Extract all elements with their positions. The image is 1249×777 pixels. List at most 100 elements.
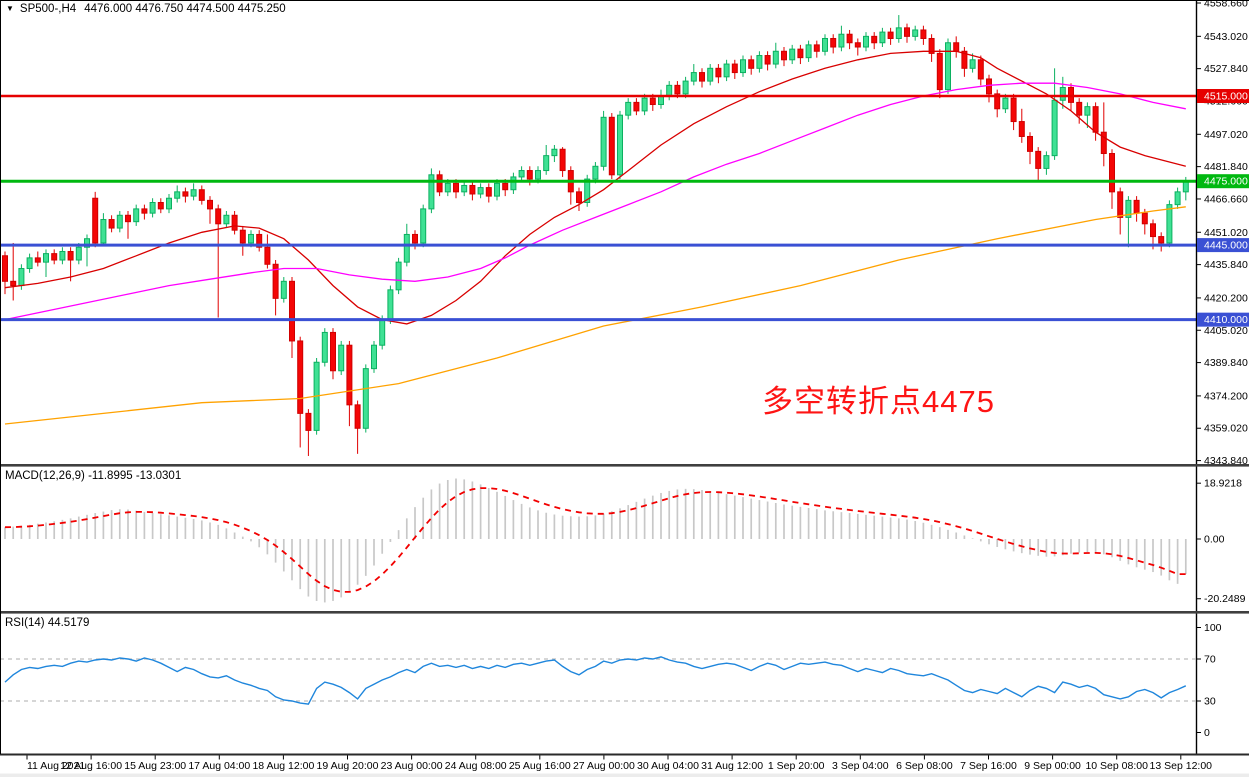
candle-down <box>1027 135 1033 152</box>
fast-ma-line <box>4 50 1186 325</box>
candle-down <box>157 202 164 210</box>
candle-up <box>945 42 951 91</box>
macd-tick-label: -20.2489 <box>1204 593 1246 605</box>
candle-up <box>116 214 123 229</box>
candle-down <box>1133 199 1140 214</box>
candle-up <box>18 268 25 287</box>
candle-down <box>871 35 878 44</box>
candle-down <box>354 404 361 429</box>
price-tick-label: 4527.840 <box>1204 63 1248 75</box>
candle-up <box>551 148 558 157</box>
price-tick-label: 4558.660 <box>1204 0 1248 10</box>
price-tick-label: 4359.020 <box>1204 423 1248 435</box>
time-tick-label: 11 Aug 2021 <box>27 760 85 772</box>
candle-down <box>215 208 222 225</box>
rsi-tick-label: 0 <box>1204 727 1210 739</box>
candle-up <box>600 116 607 167</box>
candle-up <box>895 27 902 39</box>
time-tick-label: 24 Aug 08:00 <box>445 760 507 772</box>
candle-down <box>813 44 820 52</box>
candle-down <box>92 197 99 244</box>
macd-tick-label: 18.9218 <box>1204 478 1242 490</box>
price-tick-label: 4405.020 <box>1204 325 1248 337</box>
price-tick-label: 4435.840 <box>1204 259 1248 271</box>
candle-up <box>863 35 869 48</box>
price-tick-label: 4374.200 <box>1204 390 1248 402</box>
candle-up <box>805 44 812 59</box>
candle-down <box>1141 212 1148 225</box>
price-badge-label: 4410.000 <box>1204 314 1248 326</box>
candle-up <box>100 219 107 244</box>
candle-up <box>223 214 230 225</box>
rsi-line <box>4 656 1187 705</box>
candle-up <box>518 170 525 178</box>
time-tick-label: 1 Sep 20:00 <box>768 760 825 772</box>
bottom-strip <box>0 773 1249 777</box>
time-tick-label: 27 Aug 00:00 <box>573 760 635 772</box>
candle-up <box>420 208 427 244</box>
candle-down <box>330 331 336 372</box>
candle-up <box>379 319 386 346</box>
candle-up <box>789 48 796 61</box>
candle-down <box>239 229 246 244</box>
panel-separator[interactable] <box>0 611 1249 614</box>
candle-up <box>1166 204 1173 244</box>
candle-up <box>174 191 181 199</box>
price-badge-label: 4475.000 <box>1204 176 1248 188</box>
candle-up <box>879 31 886 44</box>
time-tick-label: 13 Sep 12:00 <box>1150 760 1213 772</box>
candle-up <box>740 59 746 74</box>
price-tick-label: 4451.020 <box>1204 227 1248 239</box>
price-badge <box>1197 174 1249 189</box>
candle-down <box>854 42 861 48</box>
candle-down <box>1076 101 1083 116</box>
chart-collapse-icon[interactable]: ▼ <box>6 4 14 13</box>
candle-down <box>731 63 738 74</box>
candle-down <box>1100 131 1107 155</box>
macd-indicator-label: MACD(12,26,9) -11.8995 -13.0301 <box>5 470 182 482</box>
candle-down <box>67 250 74 261</box>
candle-up <box>723 63 730 78</box>
symbol-info-bar: ▼ SP500-,H4 4476.000 4476.750 4474.500 447… <box>6 3 286 15</box>
price-tick-label: 4497.020 <box>1204 129 1248 141</box>
candle-down <box>576 191 582 204</box>
candle-up <box>592 165 599 180</box>
candle-up <box>403 233 410 263</box>
candle-down <box>469 184 476 195</box>
candle-down <box>256 233 263 248</box>
candle-down <box>699 72 705 82</box>
price-badge <box>1197 238 1249 253</box>
candle-down <box>961 50 968 69</box>
macd-signal-line <box>4 487 1186 593</box>
candle-down <box>502 182 509 191</box>
candle-down <box>633 101 640 112</box>
candle-down <box>1117 191 1124 218</box>
candle-up <box>1084 106 1091 116</box>
candle-up <box>707 67 714 82</box>
candle-down <box>51 253 58 261</box>
time-tick-label: 12 Aug 16:00 <box>60 760 122 772</box>
candle-up <box>1125 199 1132 218</box>
candle-down <box>436 174 443 193</box>
price-badge <box>1197 312 1249 327</box>
candle-down <box>846 33 853 44</box>
candle-up <box>371 344 377 370</box>
time-tick-label: 30 Aug 04:00 <box>637 760 699 772</box>
candle-down <box>485 187 492 197</box>
candle-down <box>1109 153 1115 193</box>
candle-up <box>84 238 90 248</box>
candle-up <box>133 208 140 223</box>
candle-down <box>125 214 131 223</box>
candle-up <box>822 37 828 52</box>
panel-separator[interactable] <box>0 464 1249 467</box>
time-tick-label: 25 Aug 16:00 <box>509 760 571 772</box>
candle-up <box>190 189 197 197</box>
rsi-tick-label: 70 <box>1204 654 1216 666</box>
candle-up <box>362 368 369 429</box>
candle-down <box>141 208 148 214</box>
annotation-text[interactable]: 多空转折点4475 <box>762 384 995 419</box>
candle-down <box>182 191 189 197</box>
candle-up <box>584 178 591 204</box>
